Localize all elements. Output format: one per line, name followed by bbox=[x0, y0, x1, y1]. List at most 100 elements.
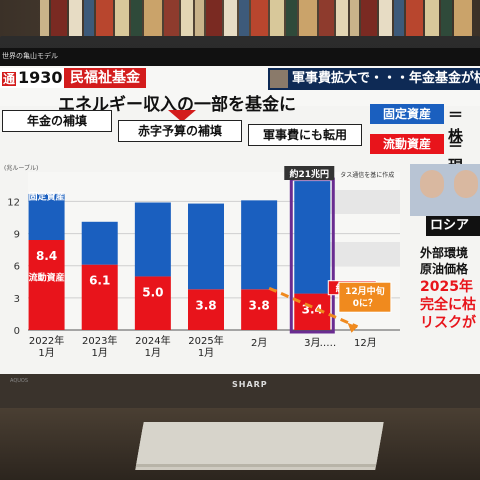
bar-value-label: 6.1 bbox=[89, 274, 110, 288]
person-icon bbox=[420, 170, 444, 198]
book-spine bbox=[406, 0, 423, 42]
panel-line: 外部環境 bbox=[420, 246, 469, 260]
forecast-callout-line: 12月中旬 bbox=[345, 285, 385, 297]
forecast-callout-line: 0に？ bbox=[353, 298, 377, 309]
plot-band bbox=[318, 190, 400, 214]
book-spine bbox=[84, 0, 94, 42]
y-tick-label: 0 bbox=[14, 326, 20, 337]
forecast-callout-box bbox=[338, 281, 392, 313]
book-spine bbox=[251, 0, 268, 42]
book-spine bbox=[195, 0, 204, 42]
book-spine bbox=[441, 0, 452, 42]
y-tick-label: 6 bbox=[14, 262, 20, 273]
tag-military: 軍事費にも転用 bbox=[248, 124, 362, 146]
bar-value-label: 3.8 bbox=[195, 298, 216, 312]
book-spine bbox=[270, 0, 284, 42]
x-tick-label: 2024年 bbox=[135, 334, 170, 347]
tv-brand-logo: SHARP bbox=[232, 380, 268, 389]
total-callout: 約21兆円 bbox=[290, 168, 330, 180]
x-tick-label: 3月 bbox=[304, 337, 320, 349]
ticker-text: 軍事費拡大で・・・年金基金が枯渇！？ bbox=[292, 71, 480, 86]
right-panel: ロシア 外部環境 原油価格 2025年 完全に枯 リスクが bbox=[410, 164, 480, 374]
bar-fixed bbox=[28, 193, 65, 240]
x-tick-label: 1月 bbox=[92, 347, 108, 359]
book-spine bbox=[425, 0, 439, 42]
plot-band bbox=[318, 242, 400, 266]
book-spine bbox=[224, 0, 237, 42]
person-icon bbox=[454, 170, 478, 198]
bar-fixed bbox=[294, 181, 331, 294]
book-spine bbox=[361, 0, 377, 42]
bar-liquid bbox=[188, 289, 224, 330]
book-spine bbox=[181, 0, 193, 42]
book-spine bbox=[379, 0, 392, 42]
stack-label-fixed: 固定資産 bbox=[29, 190, 65, 202]
tag-pension: 年金の補填 bbox=[2, 110, 112, 132]
fund-chart: 036912(兆ルーブル)8.42022年1月6.12023年1月5.02024… bbox=[4, 164, 400, 359]
time-prefix: 通 bbox=[2, 72, 17, 86]
book-spine bbox=[131, 0, 142, 42]
tv-model-label: AQUOS bbox=[10, 378, 29, 384]
x-tick-label: 2025年 bbox=[188, 334, 223, 347]
legend-fixed: 固定資産 bbox=[370, 104, 444, 124]
x-tick-label: 2月 bbox=[251, 337, 267, 349]
book-spine bbox=[96, 0, 113, 42]
book-spine bbox=[144, 0, 162, 42]
book-spine bbox=[286, 0, 297, 42]
x-tick-label: 2023年 bbox=[82, 334, 117, 347]
bar-fixed bbox=[188, 203, 224, 290]
ticker-banner: 軍事費拡大で・・・年金基金が枯渇！？ bbox=[268, 68, 480, 90]
legend-fixed-eq: ＝ 株 bbox=[448, 106, 464, 145]
book-spine bbox=[454, 0, 472, 42]
x-tick-label: 2022年 bbox=[29, 334, 64, 347]
trend-arrow-icon bbox=[347, 322, 358, 333]
paper-stack bbox=[136, 422, 384, 464]
bar-fixed bbox=[81, 221, 118, 265]
bar-liquid bbox=[28, 240, 65, 330]
bar-value-label: 3.8 bbox=[249, 298, 270, 312]
down-arrow-icon bbox=[168, 110, 196, 122]
x-tick-label: 1月 bbox=[198, 347, 214, 359]
time-text: 1930 bbox=[18, 68, 63, 87]
legend-fixed-label: 固定資産 bbox=[382, 107, 431, 121]
bar-liquid bbox=[134, 276, 171, 330]
book-spine bbox=[239, 0, 249, 42]
panel-line: リスクが bbox=[420, 315, 476, 331]
panel-line: 原油価格 bbox=[420, 262, 469, 276]
book-spine bbox=[319, 0, 334, 42]
y-tick-label: 3 bbox=[14, 294, 20, 305]
book-spine bbox=[350, 0, 359, 42]
total-callout-box bbox=[284, 166, 335, 180]
book-spine bbox=[299, 0, 317, 42]
tag-deficit: 赤字予算の補填 bbox=[118, 120, 242, 142]
book-spine bbox=[164, 0, 179, 42]
bar-value-label: 5.0 bbox=[142, 285, 163, 299]
panel-line: 完全に枯 bbox=[420, 297, 476, 313]
bar-value-label: 8.4 bbox=[36, 249, 57, 263]
book-spine bbox=[40, 0, 49, 42]
stack-label-liquid: 流動資産 bbox=[29, 272, 65, 284]
leaders-photo bbox=[410, 164, 480, 216]
source-note: タス通信を基に作成 bbox=[340, 171, 394, 179]
book-spine bbox=[115, 0, 129, 42]
anchor-photo-icon bbox=[270, 70, 288, 88]
program-label: 世界の亀山モデル bbox=[2, 52, 58, 60]
time-box: 通 1930 bbox=[0, 68, 64, 88]
headline: エネルギー収入の一部を基金に bbox=[58, 95, 296, 115]
unit-label: (兆ルーブル) bbox=[4, 164, 38, 172]
trend-line bbox=[268, 286, 359, 329]
panel-title: ロシア bbox=[426, 216, 480, 236]
panel-line: 2025年 bbox=[420, 279, 473, 295]
topic-banner: 民福祉基金 bbox=[64, 68, 146, 88]
program-bar: 世界の亀山モデル bbox=[0, 48, 480, 66]
legend-liquid: 流動資産 bbox=[370, 134, 444, 154]
x-tick-dots: …… bbox=[316, 338, 336, 349]
book-spine bbox=[394, 0, 404, 42]
book-spine bbox=[69, 0, 82, 42]
book-spine bbox=[206, 0, 222, 42]
y-tick-label: 12 bbox=[7, 197, 20, 208]
bookshelf-backdrop bbox=[0, 0, 480, 42]
y-tick-label: 9 bbox=[14, 230, 20, 241]
x-tick-label: 1月 bbox=[38, 347, 54, 359]
